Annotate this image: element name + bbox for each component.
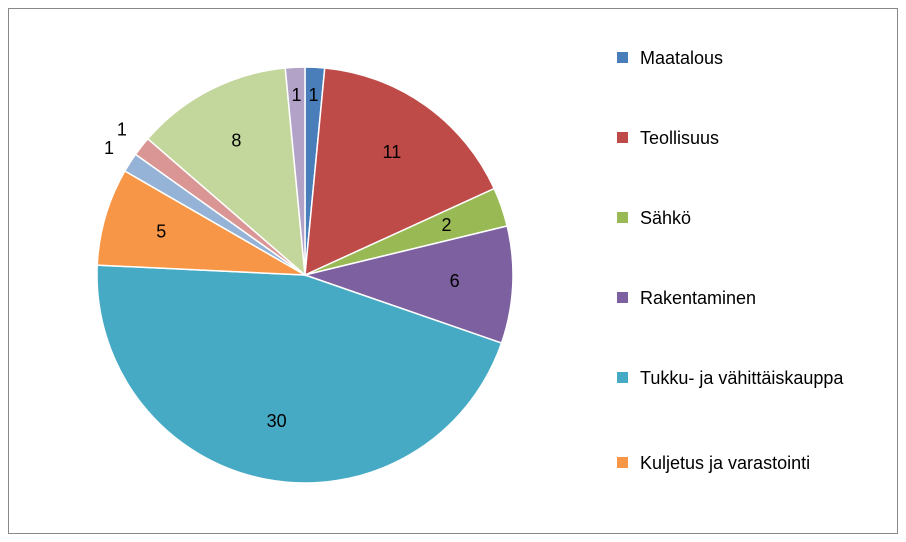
data-label: 2 bbox=[442, 215, 452, 235]
legend-item: Maatalous bbox=[617, 44, 857, 124]
legend-swatch bbox=[617, 292, 628, 303]
legend-item: Tukku- ja vähittäiskauppa bbox=[617, 364, 857, 449]
pie-slice bbox=[146, 67, 306, 277]
legend-item: Rakentaminen bbox=[617, 284, 857, 364]
data-label: 11 bbox=[383, 142, 402, 162]
data-label: 1 bbox=[291, 85, 301, 105]
legend-item: Sähkö bbox=[617, 204, 857, 284]
legend-swatch bbox=[617, 457, 628, 468]
data-label: 1 bbox=[309, 85, 319, 105]
legend-label: Tukku- ja vähittäiskauppa bbox=[640, 368, 844, 388]
legend-swatch bbox=[617, 372, 628, 383]
data-label: 1 bbox=[104, 138, 114, 158]
pie-slice bbox=[96, 169, 306, 276]
legend-swatch bbox=[617, 132, 628, 143]
legend-label: Sähkö bbox=[640, 208, 692, 228]
data-label: 8 bbox=[231, 131, 241, 151]
legend: Maatalous Teollisuus Sähkö Rakentaminen Tukk… bbox=[617, 44, 857, 529]
legend-swatch bbox=[617, 212, 628, 223]
legend-label: Kuljetus ja varastointi bbox=[640, 453, 811, 473]
legend-label: Teollisuus bbox=[640, 128, 720, 148]
pie-slice bbox=[96, 264, 503, 484]
legend-label: Maatalous bbox=[640, 48, 724, 68]
legend-label: Rakentaminen bbox=[640, 288, 757, 308]
legend-swatch bbox=[617, 52, 628, 63]
pie-slice bbox=[284, 66, 306, 276]
legend-item: Kuljetus ja varastointi bbox=[617, 449, 857, 529]
data-label: 30 bbox=[267, 411, 287, 431]
data-label: 6 bbox=[450, 271, 460, 291]
data-label: 1 bbox=[117, 120, 127, 140]
pie-slice bbox=[304, 67, 496, 277]
data-label: 5 bbox=[156, 222, 166, 242]
pie-slice bbox=[302, 225, 514, 344]
legend-item: Teollisuus bbox=[617, 124, 857, 204]
